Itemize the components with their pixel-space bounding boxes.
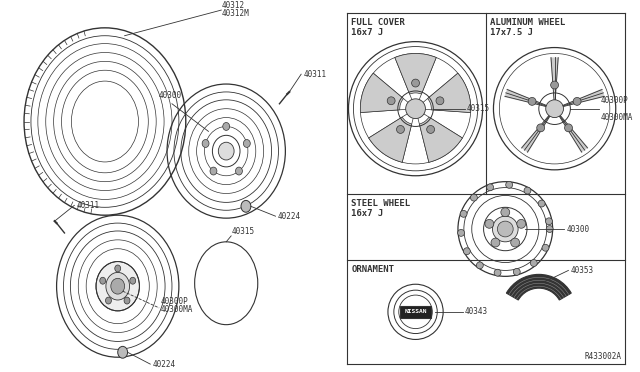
Text: NISSAN: NISSAN	[404, 310, 427, 314]
Ellipse shape	[241, 201, 251, 212]
Text: 40353: 40353	[570, 266, 593, 275]
Wedge shape	[555, 109, 588, 153]
Ellipse shape	[236, 167, 243, 175]
Text: 40311: 40311	[303, 70, 326, 79]
Text: 40312M: 40312M	[221, 9, 249, 18]
Circle shape	[492, 216, 518, 242]
Circle shape	[506, 181, 513, 188]
Text: 40315: 40315	[231, 227, 254, 236]
Ellipse shape	[96, 262, 140, 311]
Text: 16x7 J: 16x7 J	[351, 209, 384, 218]
Circle shape	[406, 99, 426, 119]
Text: 40224: 40224	[278, 212, 301, 221]
Wedge shape	[360, 73, 403, 113]
Ellipse shape	[202, 140, 209, 147]
Ellipse shape	[130, 277, 136, 284]
Text: STEEL WHEEL: STEEL WHEEL	[351, 199, 411, 208]
Text: 40300: 40300	[159, 91, 182, 100]
FancyBboxPatch shape	[400, 306, 431, 318]
Ellipse shape	[218, 142, 234, 160]
Text: 40343: 40343	[465, 307, 488, 316]
Wedge shape	[369, 117, 412, 162]
Ellipse shape	[243, 140, 250, 147]
Text: 40311: 40311	[76, 201, 99, 210]
Circle shape	[476, 262, 483, 269]
Circle shape	[494, 269, 501, 276]
Text: 40224: 40224	[152, 360, 175, 369]
Circle shape	[537, 124, 545, 132]
Ellipse shape	[111, 278, 125, 294]
Wedge shape	[428, 73, 471, 113]
Circle shape	[470, 194, 477, 201]
Circle shape	[542, 244, 549, 251]
Ellipse shape	[118, 346, 127, 358]
Text: 40300MA: 40300MA	[601, 113, 634, 122]
Circle shape	[460, 211, 467, 217]
Text: 16x7 J: 16x7 J	[351, 28, 384, 37]
Text: 40300P: 40300P	[161, 297, 189, 306]
Circle shape	[531, 260, 537, 266]
Circle shape	[573, 97, 581, 105]
Circle shape	[387, 97, 395, 105]
Wedge shape	[555, 89, 605, 109]
Circle shape	[486, 184, 493, 191]
Circle shape	[458, 230, 465, 236]
Circle shape	[436, 97, 444, 105]
Circle shape	[463, 248, 470, 255]
Circle shape	[513, 269, 520, 275]
Circle shape	[497, 221, 513, 237]
Circle shape	[538, 200, 545, 207]
Ellipse shape	[106, 272, 129, 300]
Text: R433002A: R433002A	[585, 352, 621, 361]
Text: 40300MA: 40300MA	[161, 305, 193, 314]
Ellipse shape	[106, 297, 111, 304]
Text: 40315: 40315	[467, 104, 490, 113]
Wedge shape	[506, 275, 572, 300]
Circle shape	[528, 97, 536, 105]
Text: 40300: 40300	[566, 225, 589, 234]
Text: ALUMINUM WHEEL: ALUMINUM WHEEL	[490, 18, 566, 27]
Text: 17x7.5 J: 17x7.5 J	[490, 28, 534, 37]
Ellipse shape	[100, 277, 106, 284]
Circle shape	[524, 187, 531, 194]
Circle shape	[511, 238, 520, 247]
Circle shape	[501, 208, 509, 217]
Circle shape	[516, 219, 525, 228]
Circle shape	[412, 79, 419, 87]
Wedge shape	[521, 109, 555, 153]
Ellipse shape	[223, 122, 230, 131]
Text: 40312: 40312	[221, 1, 244, 10]
Ellipse shape	[124, 297, 130, 304]
Circle shape	[546, 100, 563, 118]
Circle shape	[545, 218, 552, 225]
Circle shape	[397, 125, 404, 134]
Circle shape	[546, 225, 553, 232]
Text: 40300P: 40300P	[601, 96, 628, 105]
Circle shape	[427, 125, 435, 134]
Circle shape	[550, 81, 559, 89]
Wedge shape	[419, 117, 462, 162]
Ellipse shape	[210, 167, 217, 175]
Text: ORNAMENT: ORNAMENT	[351, 264, 394, 273]
Wedge shape	[550, 57, 559, 109]
Wedge shape	[504, 89, 555, 109]
Circle shape	[485, 219, 494, 228]
Circle shape	[564, 124, 572, 132]
Ellipse shape	[115, 265, 121, 272]
Circle shape	[491, 238, 500, 247]
Wedge shape	[395, 54, 436, 94]
Text: FULL COVER: FULL COVER	[351, 18, 405, 27]
